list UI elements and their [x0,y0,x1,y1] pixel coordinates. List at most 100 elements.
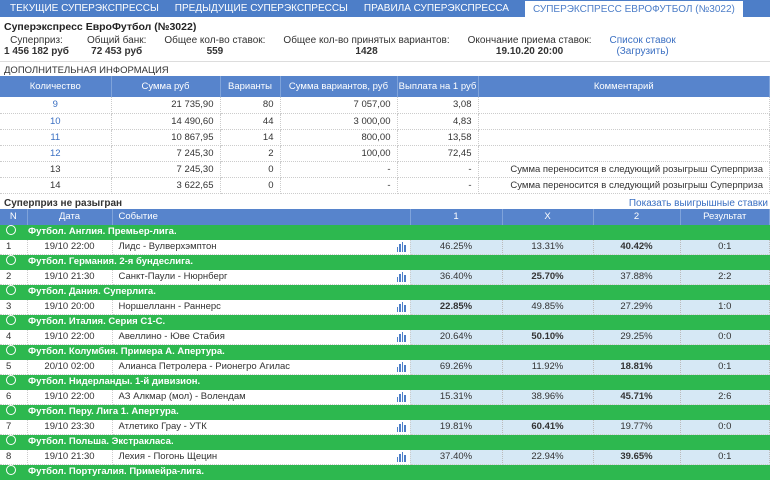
match-number: 2 [0,269,28,285]
tab-eurofootball[interactable]: СУПЕРЭКСПРЕСС ЕВРОФУТБОЛ (№3022) [524,1,743,17]
match-number: 1 [0,239,28,255]
statistics-icon[interactable] [396,361,406,372]
extra-cell[interactable]: 11 [0,129,112,146]
match-number: 4 [0,329,28,345]
bets-value: 559 [206,46,224,57]
extra-cell [478,113,770,130]
match-row: 8 19/10 21:30 Лехия - Погонь Щецин 37.40% 22… [0,449,770,465]
soccer-ball-icon [6,285,16,296]
divider [0,61,770,62]
bank-label: Общий банк: [86,35,147,46]
summary-info: Суперприз: 1 456 182 руб Общий банк: 72 45… [0,33,770,57]
outcome-percent: 20.64% [410,329,503,345]
soccer-ball-icon [6,435,16,446]
statistics-icon[interactable] [396,451,406,462]
league-name: Футбол. Англия. Премьер-лига. [28,226,177,237]
match-number: 6 [0,389,28,405]
match-event: Санкт-Паули - Нюрнберг [118,270,228,282]
outcome-percent: 25.70% [502,269,594,285]
extra-cell: 13 [0,161,112,178]
match-result: 1:0 [680,299,770,315]
match-event: Лехия - Погонь Щецин [118,450,218,462]
outcome-percent: 29.25% [593,329,681,345]
match-event: Атлетико Грау - УТК [118,420,207,432]
extra-cell: - [280,177,398,194]
match-date: 19/10 21:30 [27,449,113,465]
extra-cell: 0 [220,177,281,194]
soccer-ball-icon [6,465,16,476]
tab-previous[interactable]: ПРЕДЫДУЩИЕ СУПЕРЭКСПРЕССЫ [174,3,348,14]
extra-cell [478,129,770,146]
extra-cell: 0 [220,161,281,178]
end-value: 19.10.20 20:00 [495,46,564,57]
extra-cell: 7 245,30 [111,145,221,162]
outcome-percent: 19.81% [410,419,503,435]
match-row: 4 19/10 22:00 Авеллино - Юве Стабия 20.64% 5… [0,329,770,345]
match-header: X [502,208,594,225]
extra-row: 12 7 245,30 2 100,00 72,45 [0,145,770,162]
superprize-value: 1 456 182 руб [4,46,69,57]
outcome-percent: 37.88% [593,269,681,285]
extra-cell: 44 [220,113,281,130]
extra-header: Комментарий [478,76,770,97]
tab-bar: ТЕКУЩИЕ СУПЕРЭКСПРЕССЫ ПРЕДЫДУЩИЕ СУПЕРЭ… [0,0,770,17]
statistics-icon[interactable] [396,271,406,282]
statistics-icon[interactable] [396,301,406,312]
match-header: N [0,208,28,225]
match-row: 3 19/10 20:00 Норшелланн - Раннерс 22.85% 49… [0,299,770,315]
outcome-percent: 22.94% [502,449,594,465]
match-number: 7 [0,419,28,435]
statistics-icon[interactable] [396,331,406,342]
match-result: 2:2 [680,269,770,285]
league-row: Футбол. Италия. Серия C1-C. [0,314,770,330]
extra-cell: - [280,161,398,178]
extra-cell[interactable]: 12 [0,145,112,162]
extra-cell: 10 867,95 [111,129,221,146]
matches-table: N Дата Событие 1 X 2 Результат Футбол. Англия.… [0,208,770,480]
tab-current[interactable]: ТЕКУЩИЕ СУПЕРЭКСПРЕССЫ [10,3,159,14]
extra-header: Сумма вариантов, руб [280,76,398,97]
match-number: 3 [0,299,28,315]
match-result: 0:0 [680,329,770,345]
league-name: Футбол. Италия. Серия C1-C. [28,316,166,328]
extra-row: 11 10 867,95 14 800,00 13,58 [0,129,770,146]
match-date: 19/10 20:00 [27,299,113,315]
tab-rules[interactable]: ПРАВИЛА СУПЕРЭКСПРЕССА [363,3,509,14]
outcome-percent: 37.40% [410,449,503,465]
show-winning-link[interactable]: Показать выигрышные ставки [628,197,768,209]
end-label: Окончание приема ставок: [467,35,592,46]
extra-cell: 3 622,65 [111,177,221,194]
league-name: Футбол. Перу. Лига 1. Апертура. [28,406,179,418]
extra-cell[interactable]: 10 [0,113,112,130]
extra-row: 14 3 622,65 0- - Сумма переносится в следующ… [0,177,770,194]
match-event: Лидс - Вулверхэмптон [118,240,217,252]
extra-cell: 14 [220,129,281,146]
outcome-percent: 60.41% [502,419,594,435]
outcome-percent: 13.31% [502,239,594,255]
league-name: Футбол. Нидерланды. 1-й дивизион. [28,376,201,388]
match-event: Алианса Петролера - Рионегро Агилас [118,360,291,372]
variants-label: Общее кол-во принятых вариантов: [283,35,450,46]
extra-cell: 2 [220,145,281,162]
extra-info-title: ДОПОЛНИТЕЛЬНАЯ ИНФОРМАЦИЯ [4,65,169,76]
match-row: 5 20/10 02:00 Алианса Петролера - Рионегро… [0,359,770,375]
outcome-percent: 22.85% [410,299,503,315]
match-number: 8 [0,449,28,465]
statistics-icon[interactable] [396,241,406,252]
statistics-icon[interactable] [396,391,406,402]
extra-cell[interactable]: 9 [0,97,112,114]
match-result: 0:1 [680,449,770,465]
outcome-percent: 19.77% [593,419,681,435]
extra-cell [478,145,770,162]
soccer-ball-icon [6,345,16,356]
load-link[interactable]: (Загрузить) [616,46,669,57]
match-date: 19/10 22:00 [27,389,113,405]
statistics-icon[interactable] [396,421,406,432]
extra-header: Количество [0,76,112,97]
match-header: 1 [410,208,503,225]
extra-info-table: Количество Сумма руб Варианты Сумма вариант… [0,76,770,194]
match-date: 19/10 21:30 [27,269,113,285]
extra-cell [478,97,770,114]
outcome-percent: 46.25% [410,239,503,255]
bet-list-link[interactable]: Список ставок [609,35,676,46]
